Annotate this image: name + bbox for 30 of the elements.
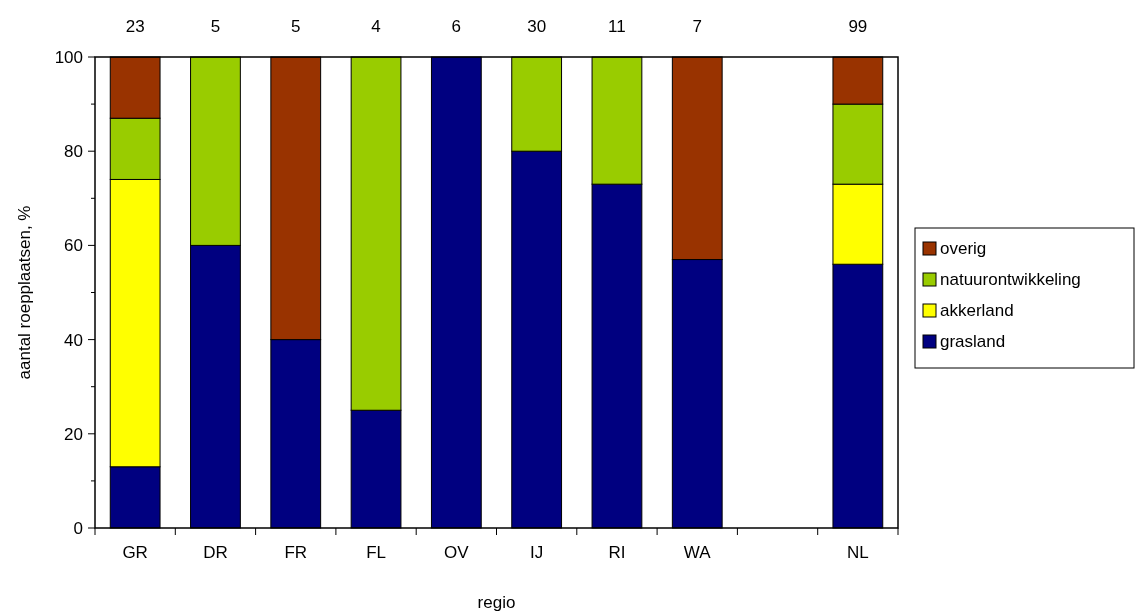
y-axis-title: aantal roepplaatsen, %	[15, 205, 34, 380]
y-tick-label: 100	[54, 47, 83, 67]
x-tick-label: DR	[203, 543, 228, 562]
text: 4	[371, 17, 381, 36]
x-tick-label: WA	[683, 543, 712, 562]
text: 30	[527, 17, 547, 36]
text: 5	[291, 17, 301, 36]
x-tick-label: NL	[846, 543, 869, 562]
text: 7	[692, 17, 702, 36]
x-tick-label: IJ	[530, 543, 544, 562]
text: 99	[848, 17, 868, 36]
y-tick-label: 60	[64, 236, 83, 256]
text: 23	[125, 17, 145, 36]
text: 6	[451, 17, 462, 36]
x-axis-title: regio	[477, 593, 516, 612]
x-tick-label: GR	[122, 543, 148, 562]
y-tick-label: 20	[64, 424, 83, 444]
x-tick-label: RI	[608, 543, 626, 562]
legend-label: akkerland	[940, 300, 1014, 320]
x-tick-label: FR	[284, 543, 308, 562]
text: 11	[608, 17, 626, 36]
y-tick-label: 40	[64, 330, 83, 350]
legend-label: grasland	[940, 331, 1006, 351]
legend-label: natuurontwikkeling	[940, 269, 1081, 289]
x-tick-label: OV	[444, 543, 470, 562]
y-tick-label: 80	[64, 142, 83, 162]
x-tick-label: FL	[366, 543, 386, 562]
y-tick-label: 0	[73, 518, 83, 538]
text: 5	[210, 17, 221, 36]
legend-label: overig	[940, 238, 987, 258]
